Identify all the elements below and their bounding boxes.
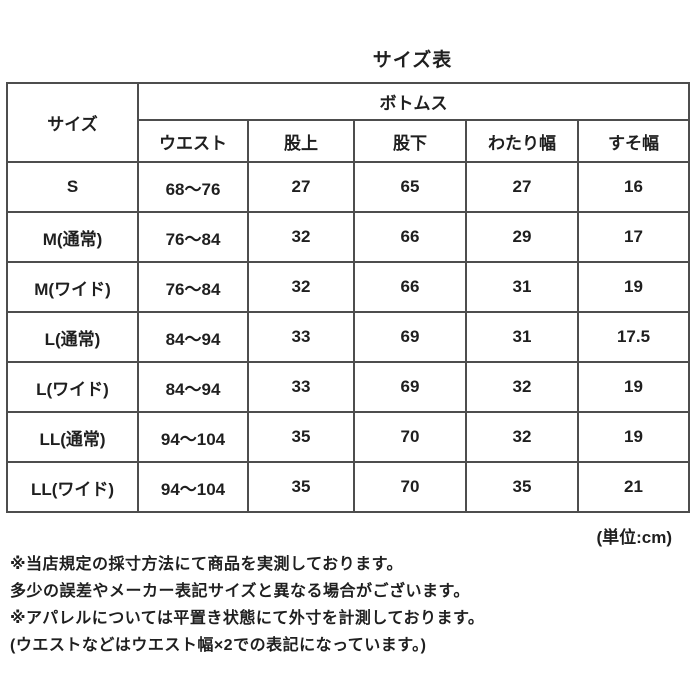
- measurement-cell: 19: [577, 261, 690, 313]
- table-row: M(通常) 76〜84 32 66 29 17: [6, 211, 690, 263]
- column-header-2: 股下: [353, 119, 467, 163]
- table-row: LL(ワイド) 94〜104 35 70 35 21: [6, 461, 690, 513]
- measurement-cell: 16: [577, 161, 690, 213]
- measurement-cell: 76〜84: [137, 211, 249, 263]
- row-header-size: LL(通常): [6, 411, 139, 463]
- size-column-header: サイズ: [6, 82, 139, 163]
- row-header-size: L(ワイド): [6, 361, 139, 413]
- measurement-cell: 35: [247, 461, 355, 513]
- column-header-3: わたり幅: [465, 119, 579, 163]
- measurement-cell: 19: [577, 411, 690, 463]
- measurement-cell: 33: [247, 311, 355, 363]
- row-header-size: S: [6, 161, 139, 213]
- measurement-cell: 70: [353, 461, 467, 513]
- measurement-cell: 21: [577, 461, 690, 513]
- measurement-cell: 35: [465, 461, 579, 513]
- table-row: M(ワイド) 76〜84 32 66 31 19: [6, 261, 690, 313]
- footnotes: ※当店規定の採寸方法にて商品を実測しております。 多少の誤差やメーカー表記サイズ…: [10, 551, 690, 659]
- measurement-cell: 76〜84: [137, 261, 249, 313]
- row-header-size: M(通常): [6, 211, 139, 263]
- measurement-cell: 32: [247, 211, 355, 263]
- measurement-cell: 27: [247, 161, 355, 213]
- page-title: サイズ表: [372, 50, 453, 71]
- row-header-size: LL(ワイド): [6, 461, 139, 513]
- measurement-cell: 31: [465, 261, 579, 313]
- measurement-cell: 65: [353, 161, 467, 213]
- measurement-cell: 84〜94: [137, 311, 249, 363]
- measurement-cell: 33: [247, 361, 355, 413]
- group-header-row: サイズ ボトムス: [6, 82, 690, 163]
- measurement-cell: 17.5: [577, 311, 690, 363]
- measurement-cell: 66: [353, 261, 467, 313]
- measurement-cell: 68〜76: [137, 161, 249, 213]
- row-header-size: L(通常): [6, 311, 139, 363]
- measurement-cell: 66: [353, 211, 467, 263]
- measurement-cell: 32: [465, 411, 579, 463]
- measurement-cell: 94〜104: [137, 461, 249, 513]
- footnote-flat-measurement: ※アパレルについては平置き状態にて外寸を計測しております。: [10, 610, 485, 627]
- measurement-cell: 70: [353, 411, 467, 463]
- measurement-cell: 17: [577, 211, 690, 263]
- column-header-4: すそ幅: [577, 119, 690, 163]
- table-row: S 68〜76 27 65 27 16: [6, 161, 690, 213]
- unit-note: (単位:cm): [596, 528, 672, 547]
- footnote-measurement-method: ※当店規定の採寸方法にて商品を実測しております。: [10, 556, 403, 573]
- row-header-size: M(ワイド): [6, 261, 139, 313]
- measurement-cell: 35: [247, 411, 355, 463]
- table-row: LL(通常) 94〜104 35 70 32 19: [6, 411, 690, 463]
- table-row: L(通常) 84〜94 33 69 31 17.5: [6, 311, 690, 363]
- size-table: サイズ ボトムス ウエスト 股上 股下 わたり幅 すそ幅 S 68〜76 27 65 27 16 M…: [6, 82, 690, 513]
- bottoms-group-header: ボトムス: [137, 82, 690, 121]
- measurement-cell: 19: [577, 361, 690, 413]
- measurement-cell: 94〜104: [137, 411, 249, 463]
- measurement-header-row: ウエスト 股上 股下 わたり幅 すそ幅: [7, 119, 690, 163]
- measurement-cell: 29: [465, 211, 579, 263]
- footnote-waist-notation: (ウエストなどはウエスト幅×2での表記になっています。): [10, 637, 427, 654]
- table-row: L(ワイド) 84〜94 33 69 32 19: [6, 361, 690, 413]
- measurement-cell: 32: [247, 261, 355, 313]
- measurement-cell: 32: [465, 361, 579, 413]
- column-header-1: 股上: [247, 119, 355, 163]
- measurement-cell: 69: [353, 311, 467, 363]
- footnote-tolerance: 多少の誤差やメーカー表記サイズと異なる場合がございます。: [10, 583, 470, 600]
- column-header-0: ウエスト: [137, 119, 249, 163]
- measurement-cell: 84〜94: [137, 361, 249, 413]
- measurement-cell: 69: [353, 361, 467, 413]
- measurement-cell: 31: [465, 311, 579, 363]
- measurement-cell: 27: [465, 161, 579, 213]
